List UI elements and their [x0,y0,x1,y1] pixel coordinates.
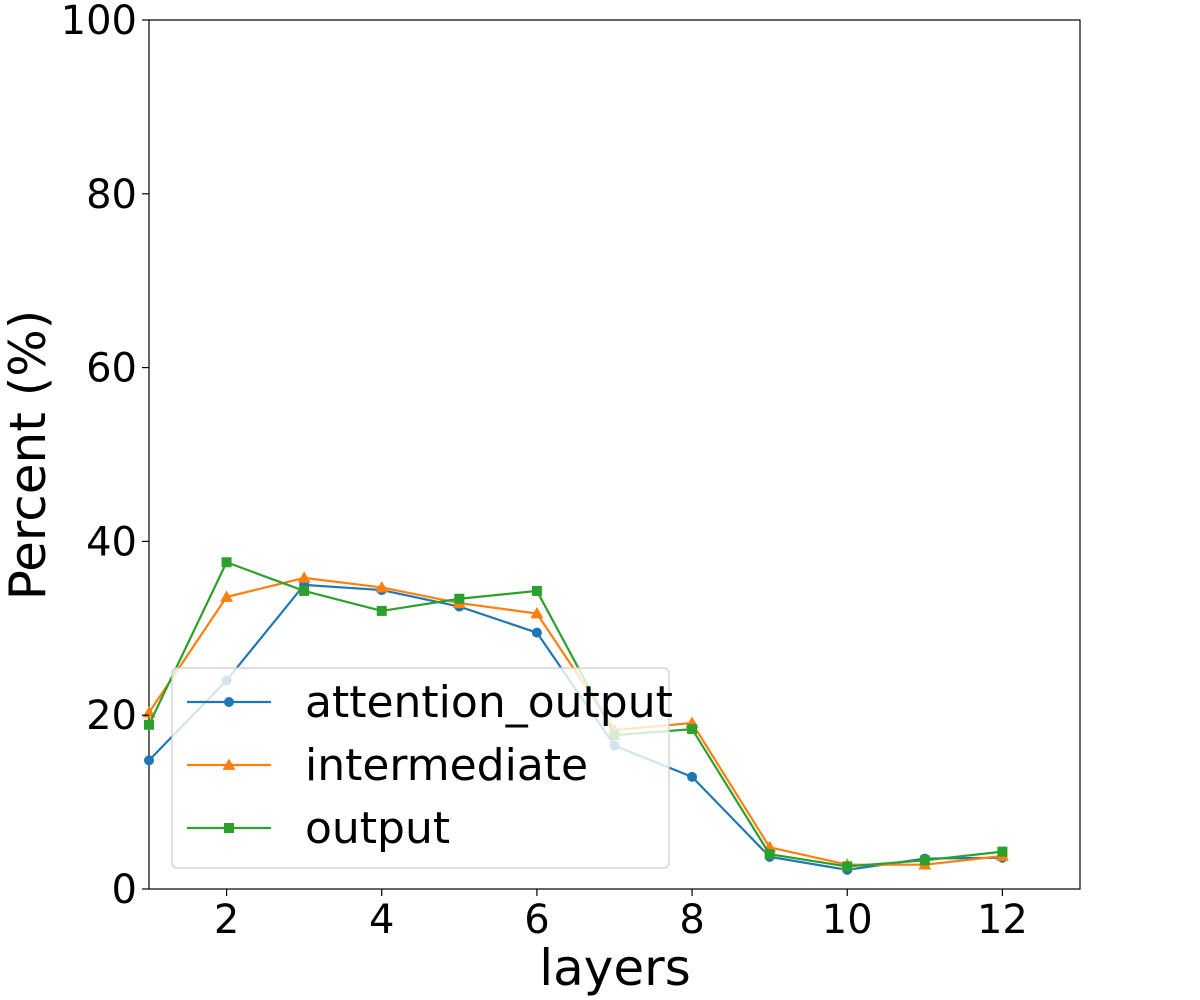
legend-label: output [305,803,450,854]
data-point [764,849,775,860]
data-point [375,580,389,593]
data-point [220,590,234,602]
data-point [687,724,698,735]
data-point [299,585,310,596]
data-point [997,846,1008,857]
legend-label: attention_output [305,677,673,728]
legend-item: output [187,803,450,854]
legend-box [171,667,670,869]
data-point [919,855,930,866]
data-point [842,861,853,872]
y-tick-label: 60 [86,346,137,392]
data-point [531,585,542,596]
y-axis-label: Percent (%) [0,310,57,601]
data-point [454,593,465,604]
legend-item: attention_output [187,677,673,728]
y-tick-label: 0 [112,867,137,913]
legend-item: intermediate [187,740,588,791]
data-point [297,571,311,583]
x-axis-label: layers [539,939,691,997]
data-point [531,627,542,638]
x-tick-label: 6 [524,897,549,943]
data-point [144,719,154,730]
data-point [221,557,232,568]
y-axis: 0 20 40 60 80 100 [61,0,149,913]
data-point [144,755,154,766]
legend: attention_output intermediate output [171,667,673,869]
legend-swatch-marker [222,758,236,770]
legend-swatch-marker [224,697,234,707]
legend-swatch-marker [224,823,234,833]
x-tick-label: 10 [822,897,873,943]
y-tick-label: 80 [86,172,137,218]
y-tick-label: 40 [86,519,137,565]
series-output [144,557,1008,872]
series-line [148,560,1003,868]
y-tick-label: 20 [86,693,137,739]
x-tick-label: 4 [369,897,394,943]
x-axis: 2 4 6 8 10 12 [214,889,1028,943]
legend-label: intermediate [305,740,588,791]
x-tick-label: 8 [679,897,704,943]
plot-frame [148,19,1081,890]
x-tick-label: 12 [977,897,1028,943]
data-point [530,607,544,619]
y-tick-label: 100 [61,0,137,44]
data-point [376,605,387,616]
data-point [687,771,698,782]
x-tick-label: 2 [214,897,239,943]
